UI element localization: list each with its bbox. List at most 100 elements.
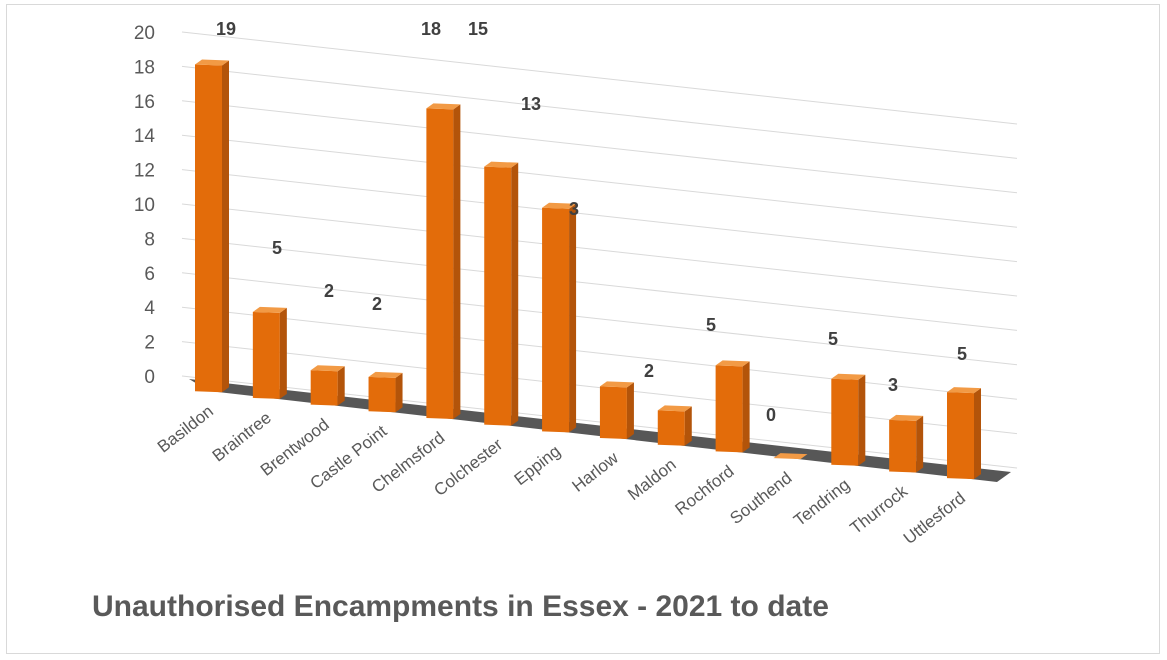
bar-epping: [542, 202, 577, 433]
y-tick-label: 6: [144, 264, 155, 285]
bar-maldon: [657, 405, 692, 446]
bar-front: [368, 376, 396, 413]
bar-southend: [773, 453, 808, 460]
bar-side: [626, 382, 634, 440]
x-tick-label-harlow: Harlow: [568, 448, 622, 496]
bar-harlow: [599, 381, 634, 440]
x-tick-label-basildon: Basildon: [154, 401, 217, 456]
bar-front: [889, 419, 917, 473]
bar-side: [279, 307, 287, 399]
y-tick-label: 20: [134, 23, 155, 44]
bar-side: [222, 60, 229, 393]
bar-top: [195, 59, 229, 66]
bar-front: [426, 108, 454, 419]
bar-side: [858, 374, 866, 466]
bar-tendring: [831, 373, 866, 466]
data-labels: 19 5 2 2 18 15 13 3 2 5 0 5 3 5: [216, 19, 967, 425]
bar-brentwood: [310, 365, 345, 406]
y-tick-label: 14: [134, 126, 156, 147]
x-tick-label-epping: Epping: [511, 442, 564, 490]
x-tick-label-rochford: Rochford: [672, 462, 738, 519]
data-label-braintree: 5: [272, 238, 282, 258]
y-axis-ticks: 0 2 4 6 8 10 12 14 16 18 20: [134, 23, 156, 388]
bar-front: [310, 370, 338, 406]
bar-side: [395, 372, 403, 413]
data-label-rochford: 5: [706, 315, 716, 335]
data-label-maldon: 2: [644, 361, 654, 381]
bar-braintree: [252, 306, 287, 399]
data-label-castle-point: 2: [372, 294, 382, 314]
bar-thurrock: [889, 414, 924, 473]
bar-colchester: [484, 161, 519, 426]
y-tick-label: 0: [144, 367, 155, 388]
data-label-brentwood: 2: [324, 281, 334, 301]
gridline: [181, 237, 1018, 331]
bar-rochford: [715, 360, 750, 453]
x-tick-label-braintree: Braintree: [209, 408, 275, 465]
bar-front: [599, 386, 627, 440]
bar-side: [684, 406, 692, 446]
bar-top: [715, 360, 750, 367]
bar-front: [947, 392, 974, 480]
gridline: [181, 31, 1018, 125]
bar-side: [974, 388, 981, 480]
gridlines: [181, 31, 1018, 469]
bar-side: [511, 162, 519, 426]
bar-basildon: [195, 59, 229, 393]
bar-top: [484, 161, 519, 168]
gridline: [181, 169, 1018, 263]
bar-side: [337, 366, 345, 406]
data-label-uttlesford: 5: [957, 344, 967, 364]
data-label-harlow: 3: [569, 199, 579, 219]
bar-castle-point: [368, 371, 403, 413]
data-label-southend: 0: [766, 405, 776, 425]
bar-side: [453, 104, 461, 419]
bar-uttlesford: [947, 387, 981, 480]
chart-title: Unauthorised Encampments in Essex - 2021…: [92, 590, 829, 623]
x-tick-label-uttlesford: Uttlesford: [900, 488, 969, 548]
gridline: [181, 272, 1018, 366]
gridline: [181, 100, 1018, 194]
bar-front: [542, 207, 570, 433]
bar-front: [252, 311, 280, 399]
y-tick-label: 10: [134, 195, 155, 216]
y-tick-label: 8: [144, 229, 155, 250]
data-label-epping: 13: [521, 94, 541, 114]
data-label-basildon: 19: [216, 19, 236, 39]
bar-top: [831, 373, 866, 380]
bar-top: [310, 365, 345, 372]
x-tick-label-thurrock: Thurrock: [847, 481, 912, 538]
bar-zero: [773, 453, 808, 460]
bar-chelmsford: [426, 103, 461, 419]
data-label-thurrock: 3: [888, 375, 898, 395]
y-tick-label: 12: [134, 161, 155, 182]
x-tick-label-tendring: Tendring: [790, 475, 853, 530]
chart-frame: 0 2 4 6 8 10 12 14 16 18 20 19 5 2 2 18 15 13 3 2 5 0 5 3 5 Bas…: [6, 4, 1160, 654]
bar-side: [916, 415, 924, 473]
bar-front: [657, 410, 685, 446]
bar-top: [252, 306, 287, 313]
bar-top: [542, 202, 577, 209]
data-label-colchester: 15: [468, 19, 488, 39]
bar-chart: 0 2 4 6 8 10 12 14 16 18 20 19 5 2 2 18 15 13 3 2 5 0 5 3 5 Bas…: [134, 19, 1018, 548]
data-label-tendring: 5: [828, 329, 838, 349]
y-tick-label: 2: [144, 333, 155, 354]
x-tick-label-maldon: Maldon: [624, 455, 680, 504]
bar-front: [195, 64, 222, 393]
gridline: [181, 341, 1018, 435]
bar-front: [484, 166, 512, 426]
gridline: [181, 65, 1018, 159]
bar-side: [569, 203, 577, 433]
bar-top: [599, 381, 634, 388]
bar-front: [831, 378, 859, 466]
bar-front: [715, 365, 743, 453]
y-tick-label: 4: [144, 298, 155, 319]
gridline: [181, 134, 1018, 228]
bar-top: [657, 405, 692, 412]
bar-top: [368, 371, 403, 378]
bar-side: [742, 361, 750, 453]
bars: [195, 59, 981, 480]
gridline: [181, 203, 1018, 297]
y-tick-label: 16: [134, 92, 155, 113]
data-label-chelmsford: 18: [421, 19, 441, 39]
